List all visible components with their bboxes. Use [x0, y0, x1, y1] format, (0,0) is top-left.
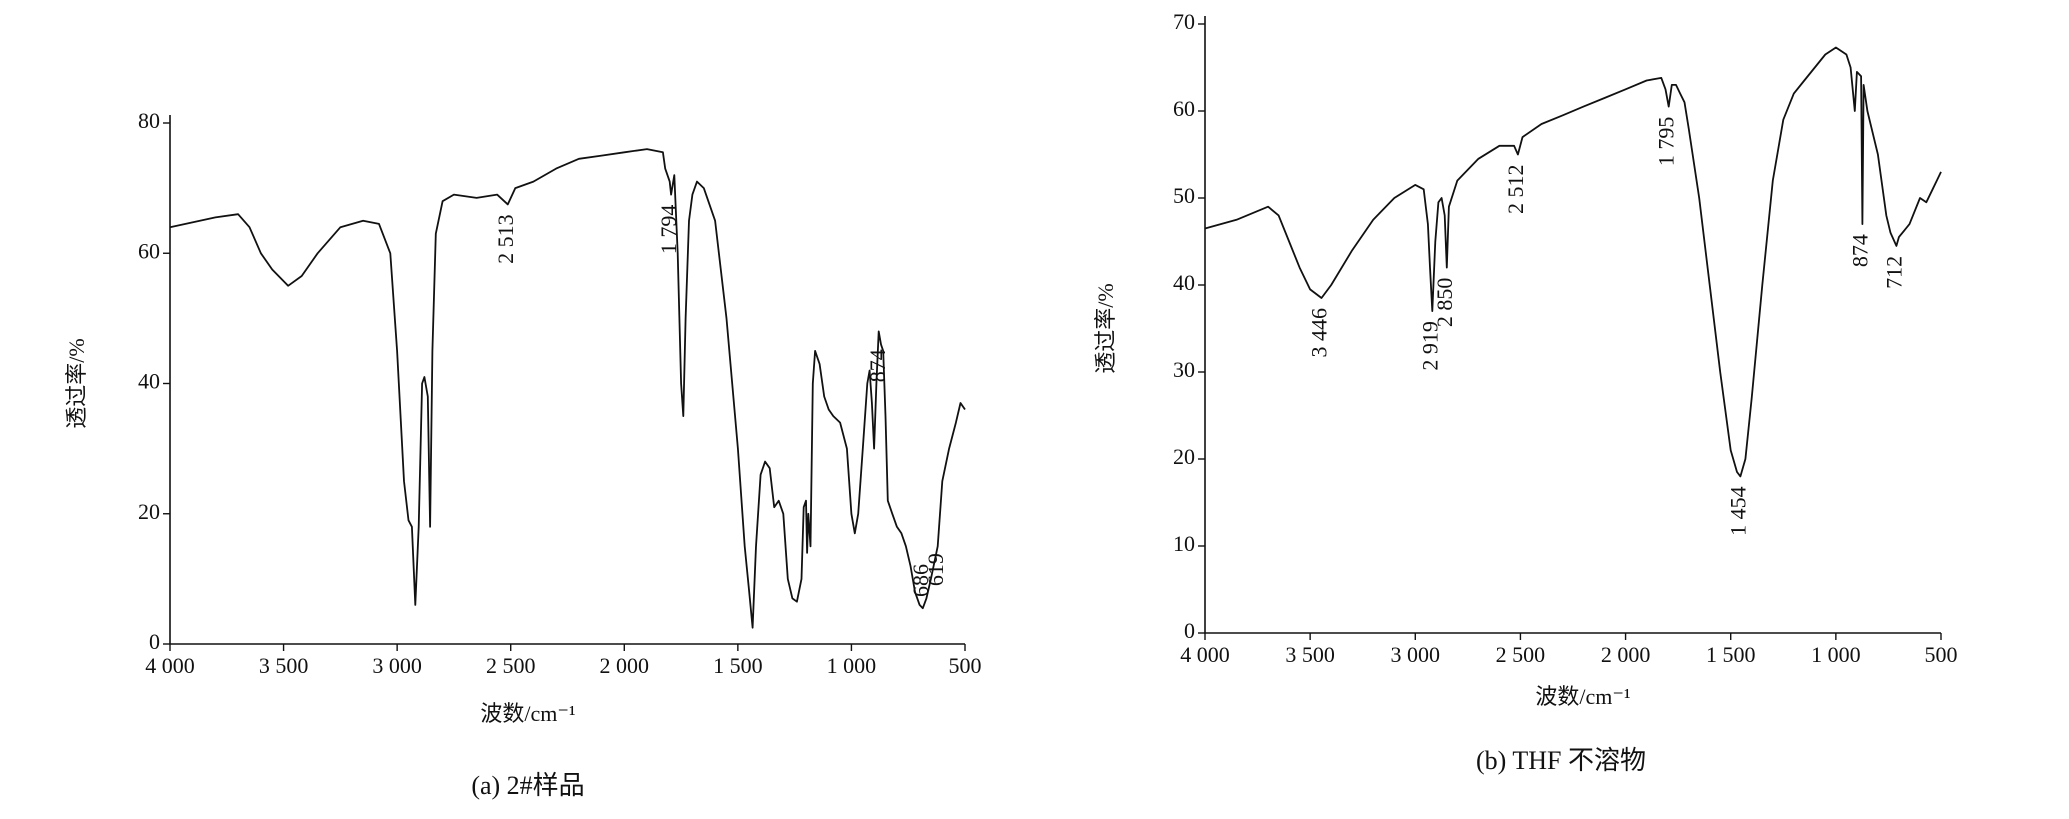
x-tick-label: 4 000 — [145, 653, 195, 678]
peak-label: 2 919 — [1417, 321, 1442, 371]
x-axis-label: 波数/cm⁻¹ — [1535, 684, 1630, 709]
y-tick-label: 20 — [138, 499, 160, 524]
x-tick-label: 2 500 — [1496, 642, 1546, 667]
peak-label: 2 512 — [1503, 165, 1528, 215]
x-tick-label: 500 — [1925, 642, 1958, 667]
y-tick-label: 80 — [138, 108, 160, 133]
y-tick-label: 0 — [149, 629, 160, 654]
x-tick-label: 1 500 — [1706, 642, 1756, 667]
y-tick-label: 10 — [1173, 531, 1195, 556]
x-tick-label: 4 000 — [1180, 642, 1230, 667]
y-tick-label: 70 — [1173, 9, 1195, 34]
x-tick-label: 3 500 — [1285, 642, 1335, 667]
y-axis-label: 透过率/% — [64, 338, 89, 428]
x-tick-label: 1 500 — [713, 653, 763, 678]
spectrum-line — [1204, 46, 1942, 478]
peak-label: 3 446 — [1307, 308, 1332, 358]
peak-label: 619 — [923, 553, 948, 586]
x-tick-label: 500 — [949, 653, 982, 678]
y-tick-label: 50 — [1173, 183, 1195, 208]
peak-label: 1 794 — [656, 205, 681, 255]
y-tick-label: 20 — [1173, 444, 1195, 469]
peak-label: 2 850 — [1432, 278, 1457, 328]
peak-label: 1 454 — [1725, 486, 1750, 536]
y-tick-label: 40 — [138, 369, 160, 394]
peak-label: 712 — [1881, 256, 1906, 289]
peak-label: 874 — [865, 349, 890, 382]
y-tick-label: 60 — [138, 238, 160, 263]
x-tick-label: 3 500 — [259, 653, 309, 678]
y-tick-label: 40 — [1173, 270, 1195, 295]
peak-label: 686 — [908, 564, 933, 597]
peak-label: 874 — [1847, 234, 1872, 267]
x-axis-label: 波数/cm⁻¹ — [480, 701, 575, 726]
x-tick-label: 3 000 — [372, 653, 422, 678]
x-tick-label: 3 000 — [1391, 642, 1441, 667]
axis — [169, 115, 965, 645]
x-tick-label: 2 000 — [600, 653, 650, 678]
y-tick-label: 60 — [1173, 96, 1195, 121]
x-tick-label: 2 000 — [1601, 642, 1651, 667]
peak-label: 1 795 — [1654, 117, 1679, 167]
caption: (b) THF 不溶物 — [1476, 746, 1646, 775]
x-tick-label: 2 500 — [486, 653, 536, 678]
x-tick-label: 1 000 — [827, 653, 877, 678]
y-tick-label: 30 — [1173, 357, 1195, 382]
x-tick-label: 1 000 — [1811, 642, 1861, 667]
spectrum-line — [169, 148, 966, 629]
y-axis-label: 透过率/% — [1093, 283, 1118, 373]
y-tick-label: 0 — [1184, 618, 1195, 643]
peak-label: 2 513 — [493, 214, 518, 264]
caption: (a) 2#样品 — [471, 771, 584, 800]
